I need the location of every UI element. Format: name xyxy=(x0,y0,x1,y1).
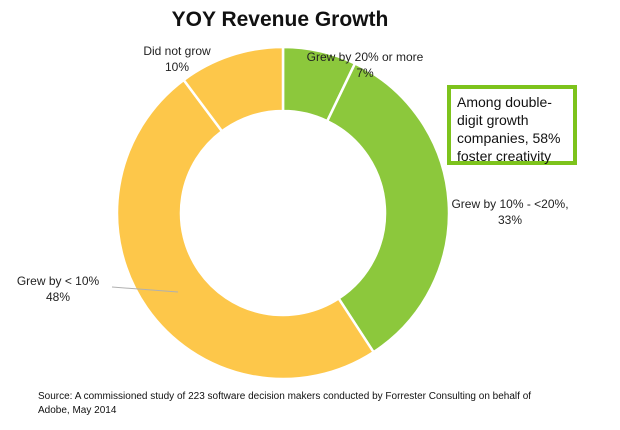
slice-label-value: 33% xyxy=(498,213,522,227)
slice-grew-under-10 xyxy=(115,78,376,381)
slice-label-grew-10-20: Grew by 10% - <20%, 33% xyxy=(451,197,568,227)
slice-label-name: Grew by 20% or more xyxy=(307,50,424,64)
slice-labels: Grew by 20% or more 7% Grew by 10% - <20%,… xyxy=(17,44,569,304)
slice-label-name: Grew by 10% - <20%, xyxy=(451,197,568,211)
slice-label-value: 48% xyxy=(46,290,70,304)
slice-grew-10-20 xyxy=(325,61,451,354)
leader-line-grew-under-10 xyxy=(111,286,179,293)
chart-title: YOY Revenue Growth xyxy=(171,8,389,31)
slice-label-name: Grew by < 10% xyxy=(17,274,100,288)
slice-label-value: 7% xyxy=(356,66,374,80)
slice-did-not-grow xyxy=(181,45,285,134)
creativity-callout: Among double-digit growth companies, 58%… xyxy=(447,85,577,165)
source-note: Source: A commissioned study of 223 soft… xyxy=(38,391,532,416)
leader-lines xyxy=(111,286,179,293)
donut-slices xyxy=(115,45,451,381)
slice-label-did-not-grow: Did not grow 10% xyxy=(143,44,211,74)
slice-label-grew-under-10: Grew by < 10% 48% xyxy=(17,274,100,304)
slice-label-value: 10% xyxy=(165,60,189,74)
slice-label-name: Did not grow xyxy=(143,44,211,58)
slice-label-grew-20-plus: Grew by 20% or more 7% xyxy=(307,50,424,80)
